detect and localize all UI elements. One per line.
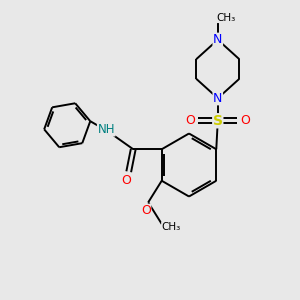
- Text: CH₃: CH₃: [162, 222, 181, 232]
- Text: O: O: [141, 204, 151, 217]
- Text: CH₃: CH₃: [217, 13, 236, 22]
- Text: N: N: [213, 33, 223, 46]
- Text: O: O: [122, 174, 131, 187]
- Text: O: O: [241, 114, 250, 127]
- Text: S: S: [213, 114, 223, 128]
- Text: NH: NH: [98, 123, 115, 136]
- Text: O: O: [185, 114, 195, 127]
- Text: N: N: [213, 92, 223, 105]
